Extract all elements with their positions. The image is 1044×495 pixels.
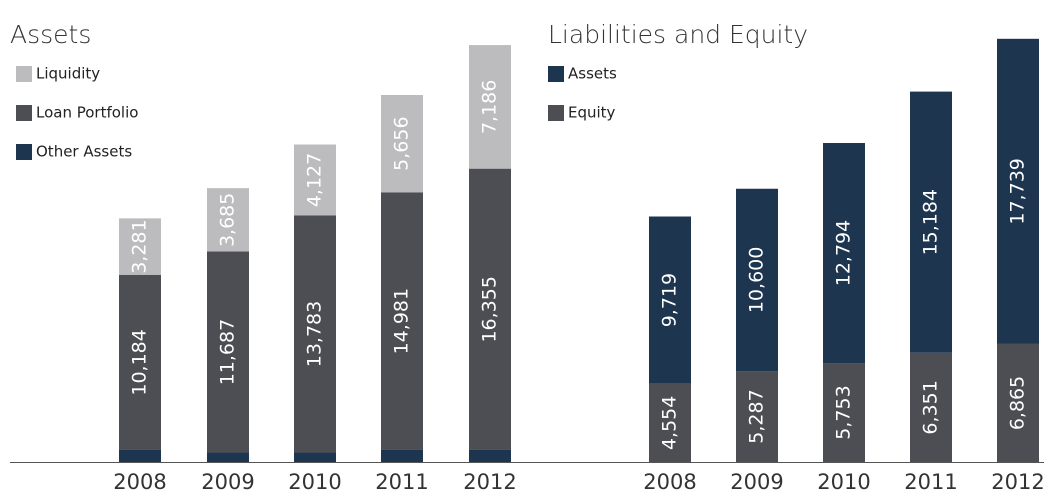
legend-swatch bbox=[16, 144, 32, 160]
bar-segment bbox=[119, 274, 161, 450]
bar-segment bbox=[997, 343, 1039, 462]
value-label: 17,739 bbox=[1007, 158, 1029, 224]
bar-segment bbox=[469, 449, 511, 462]
bar-segment bbox=[381, 449, 423, 462]
chart-title: Assets bbox=[10, 20, 91, 49]
bar-segment bbox=[381, 95, 423, 193]
bar-segment bbox=[294, 452, 336, 462]
value-label: 5,656 bbox=[391, 116, 413, 170]
x-tick-label: 2009 bbox=[201, 470, 254, 494]
bar-segment bbox=[469, 168, 511, 450]
x-tick-label: 2011 bbox=[375, 470, 428, 494]
legend-label: Other Assets bbox=[36, 143, 132, 161]
bar-segment bbox=[207, 188, 249, 252]
value-label: 10,600 bbox=[746, 247, 768, 313]
x-tick-label: 2008 bbox=[643, 470, 696, 494]
bar-segment bbox=[294, 144, 336, 216]
value-label: 14,981 bbox=[391, 288, 413, 354]
x-tick-label: 2012 bbox=[991, 470, 1044, 494]
x-tick-label: 2009 bbox=[730, 470, 783, 494]
x-tick-label: 2010 bbox=[817, 470, 870, 494]
value-label: 13,783 bbox=[304, 301, 326, 367]
value-label: 4,127 bbox=[304, 153, 326, 207]
bar-segment bbox=[119, 218, 161, 275]
bar-segment bbox=[736, 371, 778, 462]
bar-segment bbox=[997, 38, 1039, 344]
legend-swatch bbox=[548, 66, 564, 82]
bar-segment bbox=[294, 215, 336, 453]
value-label: 15,184 bbox=[920, 189, 942, 255]
bar-segment bbox=[469, 45, 511, 169]
x-tick-label: 2012 bbox=[463, 470, 516, 494]
value-label: 5,287 bbox=[746, 389, 768, 443]
bar-segment bbox=[119, 449, 161, 462]
legend-swatch bbox=[16, 66, 32, 82]
bar-segment bbox=[381, 192, 423, 450]
x-tick-label: 2011 bbox=[904, 470, 957, 494]
bar-segment bbox=[736, 188, 778, 372]
value-label: 10,184 bbox=[129, 329, 151, 395]
legend-label: Equity bbox=[568, 104, 616, 122]
value-label: 3,281 bbox=[129, 219, 151, 273]
bar-segment bbox=[649, 383, 691, 462]
bar-segment bbox=[910, 352, 952, 462]
value-label: 7,186 bbox=[479, 80, 501, 134]
value-label: 11,687 bbox=[217, 319, 239, 385]
value-label: 4,554 bbox=[659, 396, 681, 450]
value-label: 9,719 bbox=[659, 273, 681, 327]
bar-segment bbox=[910, 91, 952, 353]
legend-swatch bbox=[548, 105, 564, 121]
value-label: 3,685 bbox=[217, 193, 239, 247]
bar-segment bbox=[207, 251, 249, 453]
bar-segment bbox=[207, 452, 249, 462]
bar-segment bbox=[823, 363, 865, 462]
legend-swatch bbox=[16, 105, 32, 121]
legend-label: Loan Portfolio bbox=[36, 104, 138, 122]
value-label: 12,794 bbox=[833, 220, 855, 286]
x-tick-label: 2008 bbox=[113, 470, 166, 494]
value-label: 6,865 bbox=[1007, 376, 1029, 430]
x-tick-label: 2010 bbox=[288, 470, 341, 494]
value-label: 6,351 bbox=[920, 380, 942, 434]
chart-title: Liabilities and Equity bbox=[548, 20, 808, 49]
bar-segment bbox=[649, 216, 691, 384]
bar-segment bbox=[823, 142, 865, 364]
legend-label: Assets bbox=[568, 65, 617, 83]
value-label: 16,355 bbox=[479, 276, 501, 342]
legend-label: Liquidity bbox=[36, 65, 100, 83]
value-label: 5,753 bbox=[833, 385, 855, 439]
